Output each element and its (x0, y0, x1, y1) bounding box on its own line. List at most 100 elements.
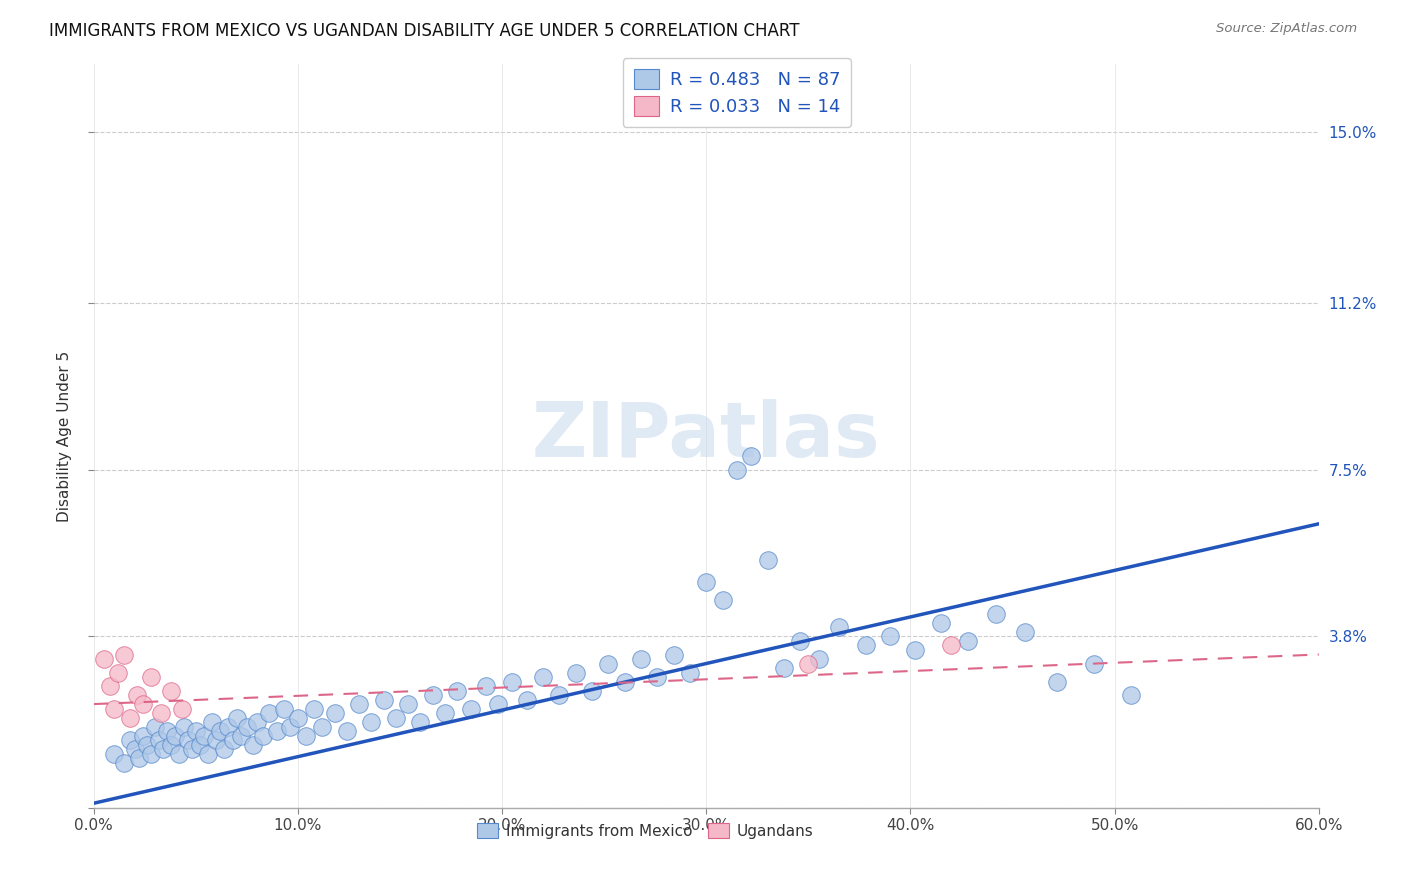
Point (630, 652, 652, 666)
Point (581, 683, 603, 698)
Point (165, 729, 187, 743)
Point (252, 729, 274, 743)
Point (855, 639, 877, 653)
Point (205, 733, 228, 747)
Point (120, 710, 142, 724)
Point (486, 697, 509, 711)
Point (143, 720, 166, 734)
Point (278, 720, 301, 734)
Point (1046, 674, 1069, 689)
Point (740, 449, 762, 463)
Point (645, 670, 668, 684)
Point (756, 553, 779, 567)
Point (474, 679, 496, 693)
Point (120, 733, 142, 747)
Point (193, 729, 215, 743)
Point (173, 720, 195, 734)
Point (531, 670, 554, 684)
Point (433, 706, 456, 720)
Point (152, 742, 174, 756)
Point (446, 683, 468, 698)
Point (460, 701, 482, 715)
Point (287, 710, 309, 724)
Point (217, 720, 239, 734)
Point (929, 615, 952, 630)
Text: IMMIGRANTS FROM MEXICO VS UGANDAN DISABILITY AGE UNDER 5 CORRELATION CHART: IMMIGRANTS FROM MEXICO VS UGANDAN DISABI… (49, 22, 800, 40)
Point (188, 738, 211, 752)
Point (124, 742, 146, 756)
Point (170, 701, 193, 715)
Point (311, 720, 333, 734)
Point (112, 756, 135, 770)
Point (564, 665, 586, 680)
Point (613, 674, 636, 689)
Text: Source: ZipAtlas.com: Source: ZipAtlas.com (1216, 22, 1357, 36)
Point (385, 710, 408, 724)
Point (1014, 624, 1036, 639)
Point (103, 701, 125, 715)
Point (548, 688, 571, 702)
Point (1083, 657, 1105, 671)
Point (236, 720, 259, 734)
Point (184, 724, 207, 739)
Point (266, 724, 288, 739)
Point (139, 670, 162, 684)
Point (662, 648, 685, 662)
Point (679, 665, 702, 680)
Text: ZIPatlas: ZIPatlas (531, 399, 880, 473)
Point (598, 657, 620, 671)
Point (169, 747, 191, 761)
Point (347, 697, 370, 711)
Point (986, 607, 1008, 621)
Y-axis label: Disability Age Under 5: Disability Age Under 5 (58, 351, 72, 522)
Point (160, 738, 183, 752)
Point (148, 733, 170, 747)
Point (214, 742, 236, 756)
Point (209, 724, 232, 739)
Point (150, 706, 173, 720)
Point (360, 715, 382, 730)
Point (323, 706, 346, 720)
Point (229, 729, 252, 743)
Point (396, 697, 419, 711)
Point (180, 742, 202, 756)
Point (695, 575, 717, 590)
Point (1119, 688, 1142, 702)
Point (103, 747, 125, 761)
Point (273, 701, 295, 715)
Point (302, 701, 325, 715)
Point (125, 688, 148, 702)
Point (225, 710, 247, 724)
Point (956, 634, 979, 648)
Point (221, 733, 243, 747)
Point (725, 463, 748, 477)
Point (879, 630, 901, 644)
Point (98, 679, 121, 693)
Point (711, 593, 734, 607)
Point (828, 620, 851, 634)
Point (107, 665, 129, 680)
Point (807, 652, 830, 666)
Legend: Immigrants from Mexico, Ugandans: Immigrants from Mexico, Ugandans (471, 816, 820, 845)
Point (409, 715, 432, 730)
Point (176, 733, 198, 747)
Point (773, 661, 796, 675)
Point (160, 683, 183, 698)
Point (139, 747, 162, 761)
Point (295, 729, 318, 743)
Point (797, 657, 820, 671)
Point (501, 674, 523, 689)
Point (246, 715, 269, 730)
Point (201, 715, 224, 730)
Point (259, 706, 281, 720)
Point (132, 697, 155, 711)
Point (516, 692, 538, 706)
Point (422, 688, 444, 702)
Point (903, 643, 925, 657)
Point (789, 634, 811, 648)
Point (93, 652, 115, 666)
Point (132, 729, 155, 743)
Point (373, 692, 395, 706)
Point (242, 738, 264, 752)
Point (336, 724, 359, 739)
